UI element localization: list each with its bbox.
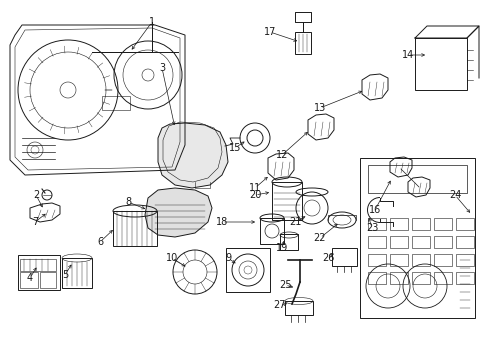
Bar	[225, 248, 269, 292]
Bar	[102, 96, 130, 110]
Bar	[433, 236, 451, 248]
Bar	[260, 218, 284, 244]
Text: 11: 11	[248, 183, 261, 193]
Text: 8: 8	[124, 197, 131, 207]
Bar	[414, 38, 466, 90]
Bar	[433, 254, 451, 266]
Text: 19: 19	[275, 243, 287, 253]
Text: 5: 5	[62, 270, 68, 280]
Bar	[389, 236, 407, 248]
Bar	[433, 272, 451, 284]
Text: 3: 3	[159, 63, 165, 73]
Text: 21: 21	[288, 217, 301, 227]
Bar	[411, 218, 429, 230]
Text: 12: 12	[275, 150, 287, 160]
Bar	[455, 236, 473, 248]
Bar	[455, 272, 473, 284]
Text: 26: 26	[321, 253, 333, 263]
Text: 14: 14	[401, 50, 413, 60]
Text: 20: 20	[248, 190, 261, 200]
Bar	[411, 236, 429, 248]
Text: 13: 13	[313, 103, 325, 113]
Text: 9: 9	[224, 253, 231, 263]
Bar	[331, 248, 356, 266]
Bar	[367, 236, 385, 248]
Bar	[18, 255, 60, 290]
Text: 4: 4	[27, 273, 33, 283]
Text: 15: 15	[228, 143, 241, 153]
Bar	[285, 301, 312, 315]
Text: 22: 22	[313, 233, 325, 243]
Text: 25: 25	[278, 280, 291, 290]
Text: 23: 23	[365, 223, 377, 233]
Text: 16: 16	[368, 205, 380, 215]
Text: 10: 10	[165, 253, 178, 263]
Bar	[62, 258, 92, 288]
Text: 1: 1	[149, 17, 155, 27]
Bar	[389, 218, 407, 230]
Bar	[271, 182, 302, 220]
Bar	[367, 218, 385, 230]
Bar	[367, 165, 466, 193]
Polygon shape	[145, 188, 212, 237]
Bar	[367, 272, 385, 284]
Text: 6: 6	[97, 237, 103, 247]
Bar	[20, 259, 56, 271]
Bar	[411, 272, 429, 284]
Bar	[280, 234, 297, 250]
Bar	[294, 32, 310, 54]
Text: 17: 17	[263, 27, 276, 37]
Bar	[389, 272, 407, 284]
Text: 7: 7	[32, 217, 38, 227]
Bar	[455, 254, 473, 266]
Bar	[411, 254, 429, 266]
Bar	[40, 272, 56, 288]
Bar	[389, 254, 407, 266]
Bar	[359, 158, 474, 318]
Text: 18: 18	[215, 217, 228, 227]
Bar	[20, 272, 38, 288]
Bar	[455, 218, 473, 230]
Text: 2: 2	[33, 190, 39, 200]
Bar	[433, 218, 451, 230]
Text: 24: 24	[448, 190, 460, 200]
Text: 27: 27	[273, 300, 285, 310]
Bar	[113, 211, 157, 246]
Polygon shape	[158, 123, 227, 188]
Bar	[367, 254, 385, 266]
